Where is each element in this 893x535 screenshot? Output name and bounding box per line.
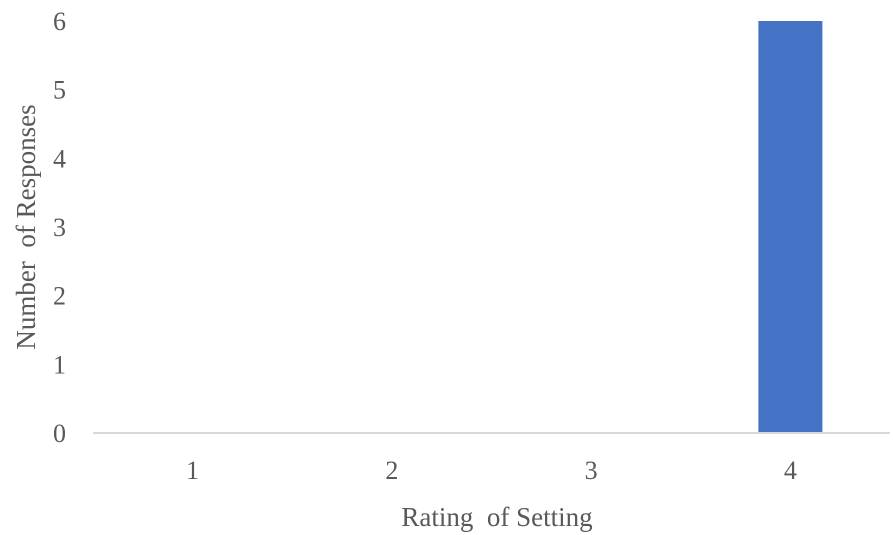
- x-tick-label: 3: [585, 456, 598, 485]
- x-tick-label: 2: [385, 456, 398, 485]
- x-tick-label: 1: [186, 456, 199, 485]
- y-tick-label: 1: [53, 350, 66, 379]
- bars: [758, 21, 823, 433]
- y-tick-label: 0: [53, 419, 66, 448]
- x-axis-ticks: 1 2 3 4: [186, 456, 797, 485]
- x-axis-title: Rating of Setting: [401, 502, 592, 532]
- y-axis-title: Number of Responses: [11, 104, 41, 349]
- y-axis-ticks: 0 1 2 3 4 5 6: [53, 7, 66, 448]
- y-tick-label: 3: [53, 213, 66, 242]
- y-tick-label: 2: [53, 282, 66, 311]
- y-tick-label: 4: [53, 144, 66, 173]
- bar-4: [758, 21, 823, 433]
- x-tick-label: 4: [784, 456, 797, 485]
- y-tick-label: 6: [53, 7, 66, 36]
- y-tick-label: 5: [53, 76, 66, 105]
